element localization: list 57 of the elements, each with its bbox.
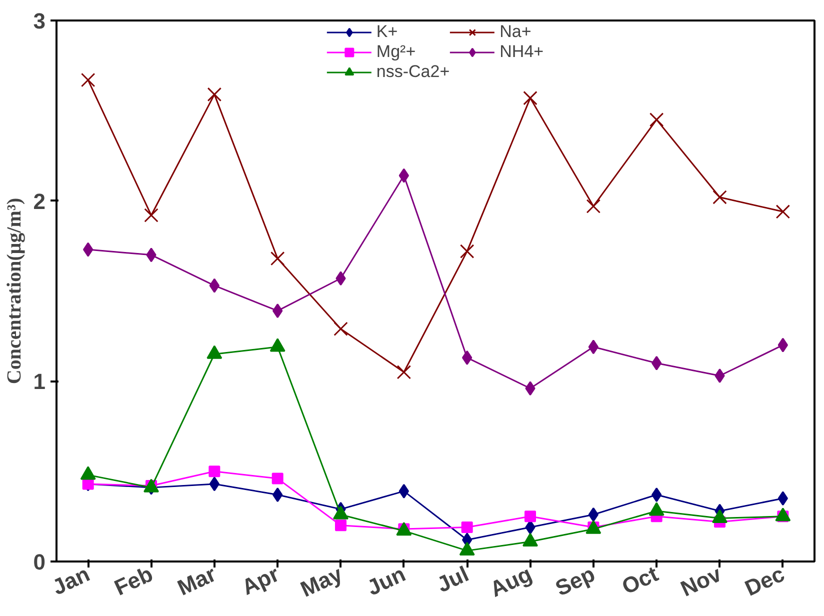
point xyxy=(588,507,598,522)
point xyxy=(523,90,538,106)
point xyxy=(460,244,474,258)
point xyxy=(80,72,96,88)
point xyxy=(207,87,222,102)
x-tick-label: Nov xyxy=(676,560,726,602)
point xyxy=(209,278,220,293)
x-tick-label: Feb xyxy=(110,561,157,600)
y-axis-title: Concentration(μg/m³) xyxy=(3,198,26,384)
point xyxy=(525,381,536,396)
x-tick-label: Jan xyxy=(48,561,94,600)
x-tick-label: Dec xyxy=(741,561,788,601)
point xyxy=(398,168,409,183)
legend-label: Na+ xyxy=(500,22,532,42)
point xyxy=(396,365,412,380)
point xyxy=(208,466,220,478)
point xyxy=(649,112,664,127)
point xyxy=(398,484,409,498)
point xyxy=(209,476,220,492)
legend-label: nss-Ca2+ xyxy=(376,62,450,82)
legend-label: K+ xyxy=(376,22,398,42)
point xyxy=(83,242,94,257)
x-tick-label: Aug xyxy=(486,561,536,602)
legend-label: NH4+ xyxy=(500,42,544,62)
y-tick-label: 1 xyxy=(33,369,46,394)
point xyxy=(144,208,158,222)
x-tick-label: Jul xyxy=(432,561,472,598)
y-tick-label: 0 xyxy=(33,550,46,574)
y-tick-label: 2 xyxy=(33,188,46,214)
point xyxy=(652,356,662,370)
point xyxy=(524,510,536,522)
point xyxy=(335,520,346,532)
y-tick-label: 3 xyxy=(33,8,46,34)
point xyxy=(712,190,727,204)
point xyxy=(272,488,283,502)
point xyxy=(334,322,348,336)
point xyxy=(652,488,662,502)
point xyxy=(146,248,156,262)
point xyxy=(462,350,472,365)
x-tick-label: Oct xyxy=(618,560,662,600)
point xyxy=(778,491,788,506)
point xyxy=(336,271,346,286)
x-tick-label: May xyxy=(296,560,347,602)
point xyxy=(586,199,601,214)
point xyxy=(714,368,725,384)
point xyxy=(588,340,598,354)
point xyxy=(778,338,788,352)
point xyxy=(270,251,285,266)
point xyxy=(272,472,284,484)
point xyxy=(272,304,283,318)
x-tick-label: Mar xyxy=(174,560,220,600)
x-tick-label: Apr xyxy=(238,560,284,600)
x-tick-label: Sep xyxy=(552,561,599,601)
x-tick-label: Jun xyxy=(363,561,410,600)
legend-label: Mg²+ xyxy=(376,42,416,62)
point xyxy=(776,204,790,219)
point xyxy=(461,521,473,533)
